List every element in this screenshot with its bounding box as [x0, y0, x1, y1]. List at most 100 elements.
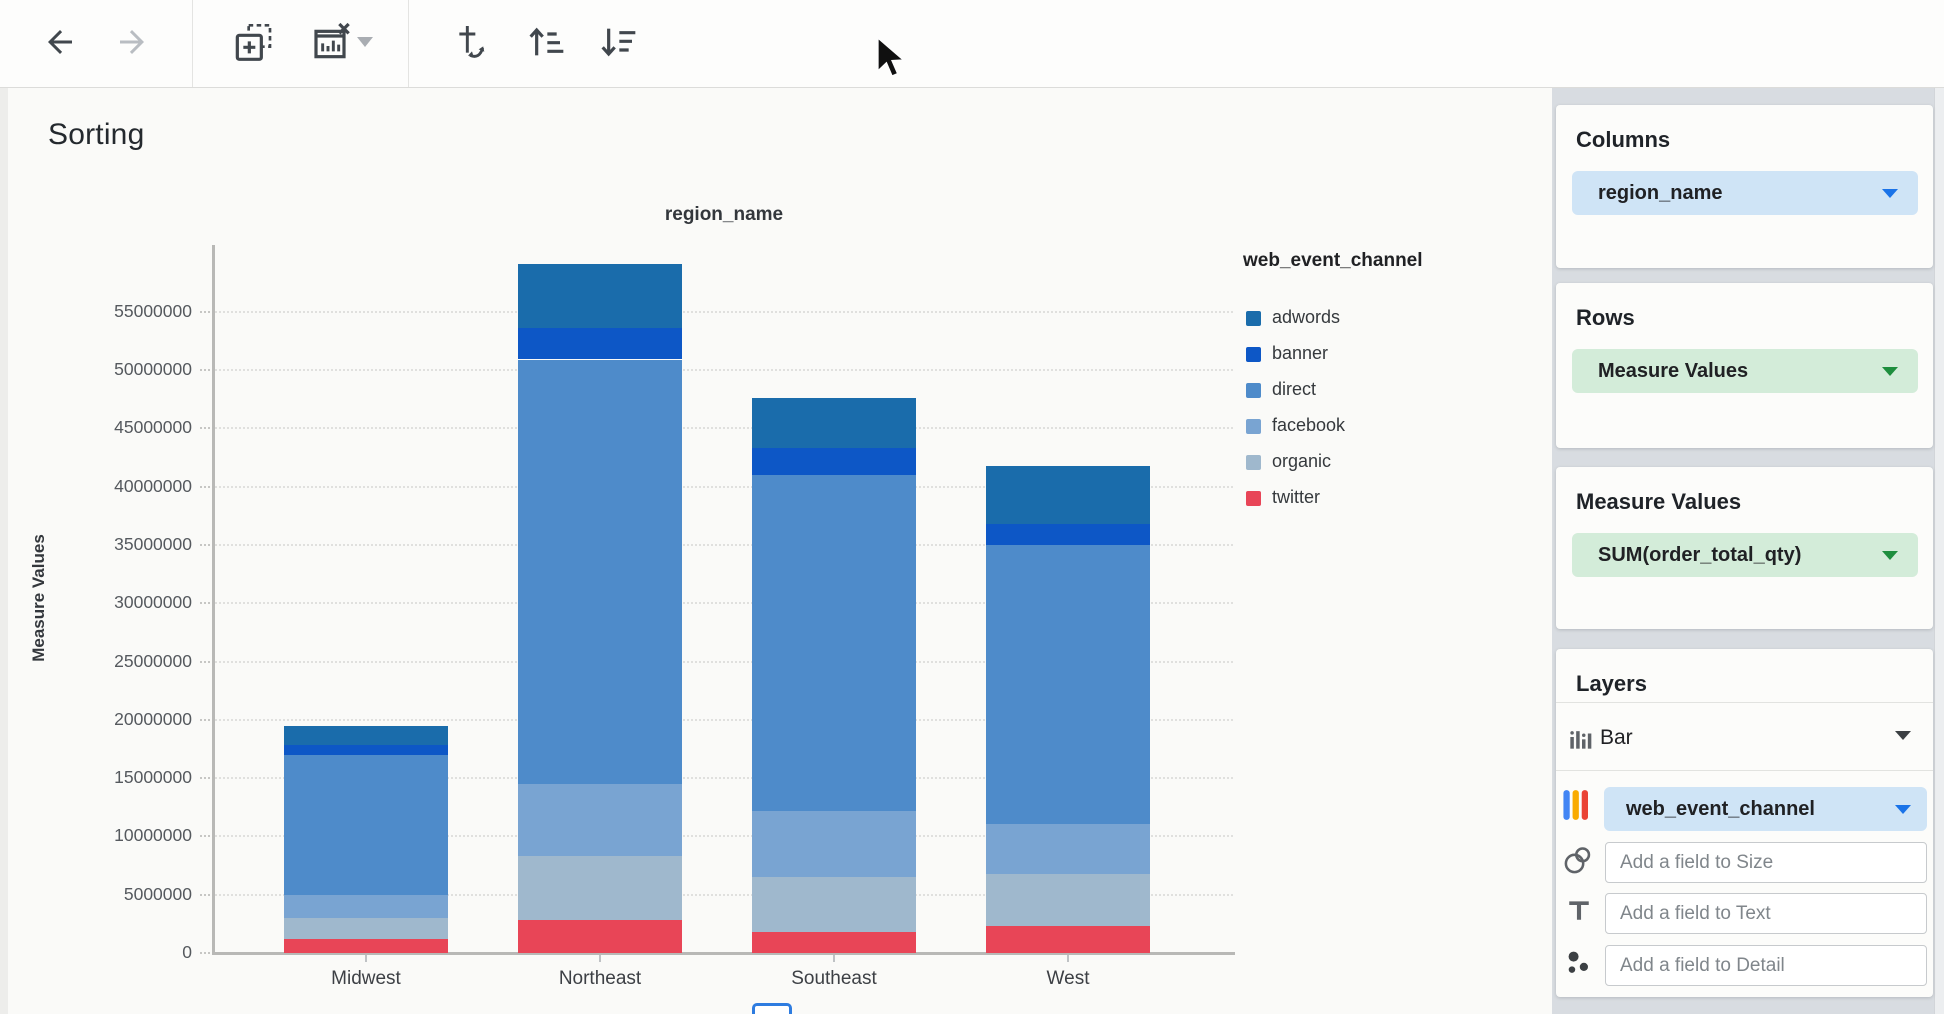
legend-item[interactable]: direct: [1246, 379, 1446, 403]
measure-values-field-pill[interactable]: SUM(order_total_qty): [1572, 533, 1918, 577]
legend-swatch: [1246, 311, 1261, 326]
y-tick-mark: [200, 835, 214, 838]
y-gridline: [215, 369, 1233, 371]
detail-field-input[interactable]: [1605, 945, 1927, 986]
bar-segment-direct-Southeast[interactable]: [752, 474, 916, 811]
legend-item[interactable]: facebook: [1246, 415, 1446, 439]
bar-segment-twitter-Midwest[interactable]: [284, 939, 448, 953]
bar-segment-direct-Midwest[interactable]: [284, 754, 448, 895]
legend-item[interactable]: twitter: [1246, 487, 1446, 511]
bar-segment-twitter-Southeast[interactable]: [752, 932, 916, 953]
legend-item[interactable]: banner: [1246, 343, 1446, 367]
y-tick-label: 15000000: [114, 767, 192, 788]
left-gutter: [0, 88, 8, 1014]
bar-segment-organic-West[interactable]: [986, 873, 1150, 927]
remove-visualization-button[interactable]: [310, 20, 354, 64]
toolbar: [0, 0, 1944, 88]
layer-type-label: Bar: [1600, 726, 1633, 749]
y-gridline: [215, 427, 1233, 430]
y-axis-title: Measure Values: [29, 534, 48, 662]
caret-down-icon[interactable]: [1882, 551, 1898, 560]
caret-down-icon: [357, 37, 373, 47]
sort-descending-button[interactable]: [596, 20, 640, 64]
layer-type-row[interactable]: Bar: [1556, 703, 1933, 770]
rows-field-label: Measure Values: [1598, 359, 1749, 382]
chart-title: region_name: [664, 204, 784, 225]
swap-axes-button[interactable]: [452, 20, 496, 64]
bar-segment-direct-Northeast[interactable]: [518, 359, 682, 784]
back-button[interactable]: [38, 20, 82, 64]
bar-segment-twitter-West[interactable]: [986, 926, 1150, 953]
sort-ascending-icon: [529, 27, 564, 56]
legend-item[interactable]: organic: [1246, 451, 1446, 475]
y-tick-label: 5000000: [123, 883, 192, 904]
color-field-pill[interactable]: web_event_channel: [1604, 787, 1927, 831]
toolbar-divider: [192, 0, 193, 87]
divider: [1556, 702, 1933, 703]
y-tick-label: 0: [182, 942, 192, 962]
bar-segment-banner-Southeast[interactable]: [752, 448, 916, 475]
text-field-input[interactable]: [1605, 893, 1927, 934]
legend-label: twitter: [1272, 487, 1321, 507]
new-visualization-button[interactable]: [232, 20, 276, 64]
x-category-label: Midwest: [331, 968, 401, 989]
visualization-menu-caret[interactable]: [352, 20, 378, 64]
measure-values-header: Measure Values: [1576, 489, 1742, 514]
caret-down-icon[interactable]: [1895, 731, 1911, 740]
bar-segment-adwords-Midwest[interactable]: [284, 725, 448, 746]
bar-segment-organic-Midwest[interactable]: [284, 918, 448, 939]
caret-down-icon[interactable]: [1882, 189, 1898, 198]
bar-segment-facebook-Southeast[interactable]: [752, 810, 916, 878]
y-gridline: [215, 543, 1233, 546]
bar-segment-banner-Northeast[interactable]: [518, 328, 682, 360]
legend-swatch: [1246, 419, 1261, 434]
bar-segment-adwords-Southeast[interactable]: [752, 397, 916, 449]
legend-label: direct: [1272, 379, 1317, 399]
panel-scrollbar[interactable]: [1934, 88, 1944, 1014]
forward-button[interactable]: [110, 20, 154, 64]
y-tick-label: 50000000: [114, 359, 192, 379]
sort-ascending-button[interactable]: [524, 20, 568, 64]
y-tick-label: 55000000: [114, 300, 192, 321]
y-tick-mark: [200, 718, 214, 721]
y-tick-label: 45000000: [114, 417, 192, 438]
legend-item[interactable]: adwords: [1246, 307, 1446, 331]
y-tick-mark: [200, 485, 214, 488]
y-gridline: [215, 485, 1233, 488]
back-arrow-icon: [48, 30, 72, 54]
columns-field-pill[interactable]: region_name: [1572, 171, 1918, 215]
y-gridline: [215, 893, 1233, 896]
bar-segment-facebook-Midwest[interactable]: [284, 894, 448, 918]
y-tick-mark: [200, 310, 214, 313]
detail-field-icon: [1568, 951, 1588, 973]
bar-segment-facebook-Northeast[interactable]: [518, 783, 682, 857]
y-tick-mark: [200, 543, 214, 546]
new-visualization-icon: [235, 24, 272, 61]
bar-segment-organic-Northeast[interactable]: [518, 856, 682, 921]
y-tick-mark: [200, 369, 214, 371]
caret-down-icon[interactable]: [1882, 367, 1898, 376]
page-title: Sorting: [48, 118, 145, 151]
bar-segment-facebook-West[interactable]: [986, 823, 1150, 874]
y-axis-line: [212, 245, 215, 955]
bar-segment-adwords-West[interactable]: [986, 465, 1150, 524]
rows-field-pill[interactable]: Measure Values: [1572, 349, 1918, 393]
layers-header: Layers: [1576, 671, 1647, 696]
y-tick-label: 10000000: [114, 825, 192, 846]
color-field-label: web_event_channel: [1626, 797, 1815, 820]
legend-label: adwords: [1272, 307, 1341, 327]
caret-down-icon[interactable]: [1895, 805, 1911, 814]
bar-segment-organic-Southeast[interactable]: [752, 877, 916, 932]
remove-visualization-icon: [314, 22, 350, 59]
size-field-input[interactable]: [1605, 842, 1927, 883]
x-category-tick: [365, 955, 367, 962]
size-field-icon: [1564, 847, 1591, 874]
bar-segment-banner-Midwest[interactable]: [284, 745, 448, 755]
bar-segment-adwords-Northeast[interactable]: [518, 263, 682, 329]
bar-segment-direct-West[interactable]: [986, 544, 1150, 824]
legend-swatch: [1246, 383, 1261, 398]
page-indicator-chip[interactable]: [752, 1003, 792, 1014]
bar-segment-banner-West[interactable]: [986, 523, 1150, 545]
bar-segment-twitter-Northeast[interactable]: [518, 920, 682, 953]
y-gridline: [215, 835, 1233, 838]
